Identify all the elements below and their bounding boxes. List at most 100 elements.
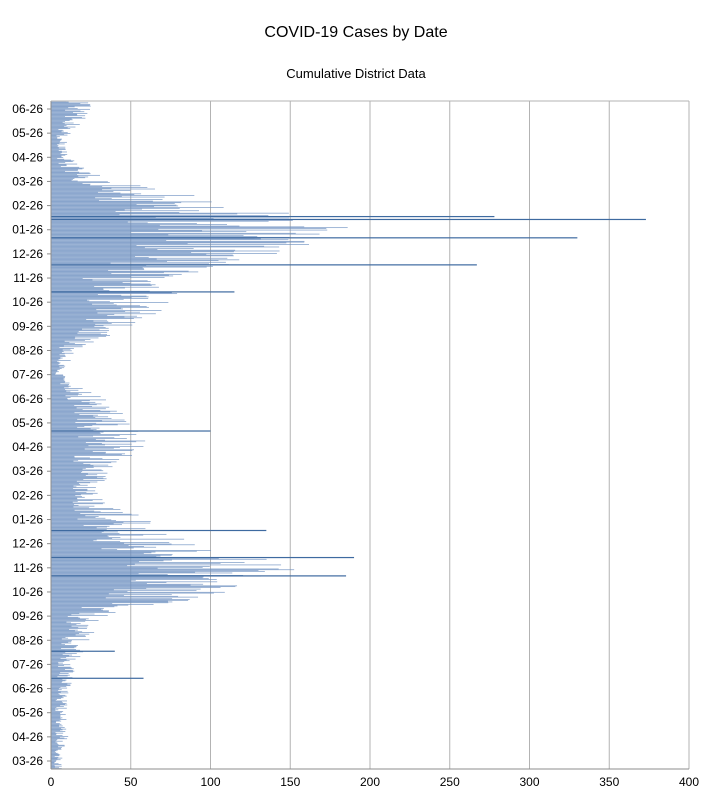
bar [51,542,125,544]
bar [51,302,169,303]
bar [51,294,122,296]
bar [51,177,86,179]
bar [51,412,75,414]
bar [51,683,68,685]
spike-bar [51,237,578,239]
bar [51,538,185,540]
bar [51,597,106,599]
bar [51,647,75,649]
bar [51,220,269,222]
bar [51,350,72,352]
bar [51,409,101,411]
bar [51,241,305,243]
bar [51,654,73,656]
bar [51,476,98,478]
bar [51,255,234,257]
bar [51,370,58,372]
bar [51,343,75,344]
bar [51,458,103,460]
bar [51,433,101,435]
bar [51,488,88,490]
spike-bar [51,575,347,577]
bar [51,525,110,527]
bar [51,687,68,689]
bar [51,385,69,386]
bar [51,581,218,583]
bar [51,232,296,234]
bar [51,542,170,543]
bar [51,432,100,434]
bar [51,109,66,111]
bar [51,240,167,241]
y-tick-label: 01-26 [12,223,43,237]
bar [51,591,128,592]
bar [51,130,64,132]
bar [51,579,217,580]
bar [51,733,57,735]
bar [51,196,165,198]
bar [51,571,196,573]
bar [51,616,79,618]
bar [51,418,78,420]
bar [51,445,89,447]
bar [51,121,63,123]
bar [51,741,56,743]
bar [51,104,90,106]
y-tick-label: 11-26 [13,271,43,285]
bar [51,522,151,524]
bar [51,438,127,439]
bar [51,528,146,530]
bar [51,224,227,225]
bar [51,539,97,541]
bar [51,568,279,570]
bar [51,653,63,655]
bar [51,338,75,340]
bar [51,145,59,146]
bar [51,213,238,215]
bar [51,653,77,654]
bar [51,520,117,522]
bar [51,469,102,471]
y-tick-label: 07-26 [12,657,43,671]
bar [51,675,68,677]
bar [51,192,121,194]
bar [51,668,74,670]
bar [51,347,60,348]
bar [51,693,59,695]
bar [51,527,97,529]
bar [51,381,65,383]
bar [51,684,71,686]
bar [51,686,67,687]
bar [51,180,78,182]
bar [51,444,105,446]
bar [51,160,75,162]
y-tick-label: 04-26 [12,150,43,164]
bar [51,310,162,311]
bar [51,434,120,436]
bar [51,763,59,765]
bar [51,422,76,423]
bar [51,724,60,726]
bar [51,251,234,253]
bar [51,306,147,307]
bar [51,602,169,604]
x-tick-label: 0 [48,775,55,789]
bar [51,564,282,566]
bar [51,290,150,292]
bar [51,414,98,416]
bar [51,257,149,258]
bar [51,277,83,279]
bar [51,514,139,516]
bar [51,599,189,601]
bar [51,554,173,555]
bar [51,603,113,604]
bar [51,248,194,249]
bar [51,666,71,668]
bar [51,439,105,441]
bar [51,226,305,228]
bar [51,608,104,609]
bar [51,578,209,579]
bar [51,230,203,232]
bar [51,212,289,214]
bar [51,279,93,281]
